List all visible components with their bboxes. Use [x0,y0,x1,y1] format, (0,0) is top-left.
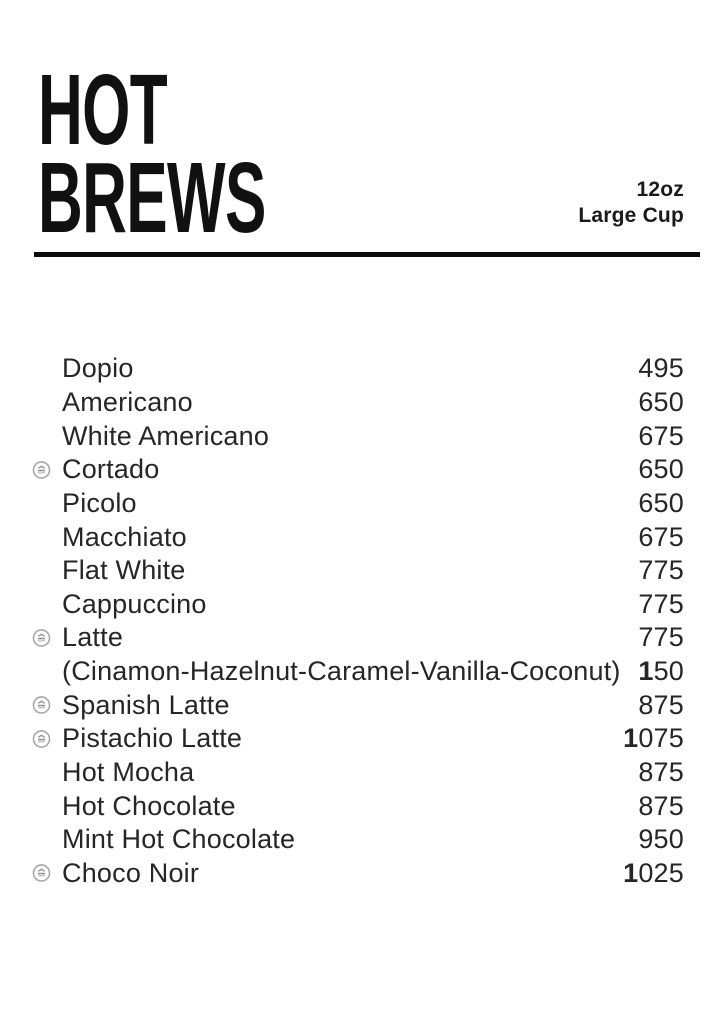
menu-item-name: Hot Chocolate [62,790,236,821]
serving-size-block: 12oz Large Cup [578,177,684,229]
menu-item-row: Mint Hot Chocolate 950 [33,823,684,857]
menu-item-price: 775 [638,588,684,619]
cup-label: Large Cup [578,204,684,227]
menu-item-price: 150 [638,656,684,687]
menu-item-price: 1025 [623,857,684,888]
menu-item-name: Cappuccino [62,588,207,619]
menu-item-name: Latte [62,622,124,653]
menu-item-name: Cortado [62,454,160,485]
menu-item-name: Americano [62,386,193,417]
menu-item-row: Macchiato 675 [33,520,684,554]
menu-item-price: 875 [638,790,684,821]
menu-item-price: 650 [638,386,684,417]
menu-item-row: Cortado 650 [32,453,684,487]
menu-item-name: Macchiato [62,521,187,552]
menu-item-note: (Cinamon-Hazelnut-Caramel-Vanilla-Coconu… [62,656,621,687]
menu-item-price: 675 [638,521,684,552]
menu-item-name: Dopio [62,353,134,384]
menu-item-name: White Americano [62,420,270,451]
page-title-line-2: BREWS [38,142,266,254]
menu-item-name: Choco Noir [62,857,200,888]
menu-item-row: Latte 775 [32,621,684,655]
menu-item-name: Mint Hot Chocolate [62,824,296,855]
signature-badge-icon [32,628,51,647]
menu-item-name: Pistachio Latte [62,723,243,754]
page-title-line-1: HOT [38,54,168,166]
menu-item-price: 1075 [623,723,684,754]
signature-badge-icon [32,460,51,479]
menu-item-price: 650 [638,454,684,485]
menu-item-row: Flat White 775 [33,554,684,588]
menu-item-row: Hot Chocolate 875 [33,789,684,823]
menu-item-name: Spanish Latte [62,689,230,720]
header-divider [34,252,700,257]
menu-item-price: 775 [638,622,684,653]
menu-item-row: Spanish Latte 875 [32,688,684,722]
menu-item-row: White Americano 675 [33,419,684,453]
menu-item-price: 775 [638,555,684,586]
menu-list: Dopio 495 Americano 650 White Americano 675 Co… [32,352,684,891]
menu-item-price: 495 [638,353,684,384]
menu-item-price: 950 [638,824,684,855]
menu-item-price: 650 [638,487,684,518]
menu-item-name: Picolo [62,487,137,518]
menu-item-note-row: (Cinamon-Hazelnut-Caramel-Vanilla-Coconu… [33,655,684,689]
menu-item-price: 675 [638,420,684,451]
signature-badge-icon [32,864,51,883]
menu-item-name: Hot Mocha [62,757,195,787]
size-label: 12oz [636,178,684,201]
menu-item-name: Flat White [62,555,186,586]
menu-item-row: Pistachio Latte 1075 [32,722,684,756]
menu-item-row: Cappuccino 775 [33,587,684,621]
menu-item-row: Hot Mocha 875 [33,756,684,790]
menu-item-row: Choco Noir 1025 [32,857,684,891]
menu-item-price: 875 [638,757,684,787]
menu-item-row: Americano 650 [33,386,684,420]
menu-item-price: 875 [638,689,684,720]
signature-badge-icon [32,729,51,748]
signature-badge-icon [32,696,51,715]
page-title: HOT BREWS [38,54,266,254]
menu-item-row: Picolo 650 [33,487,684,521]
menu-item-row: Dopio 495 [33,352,684,386]
